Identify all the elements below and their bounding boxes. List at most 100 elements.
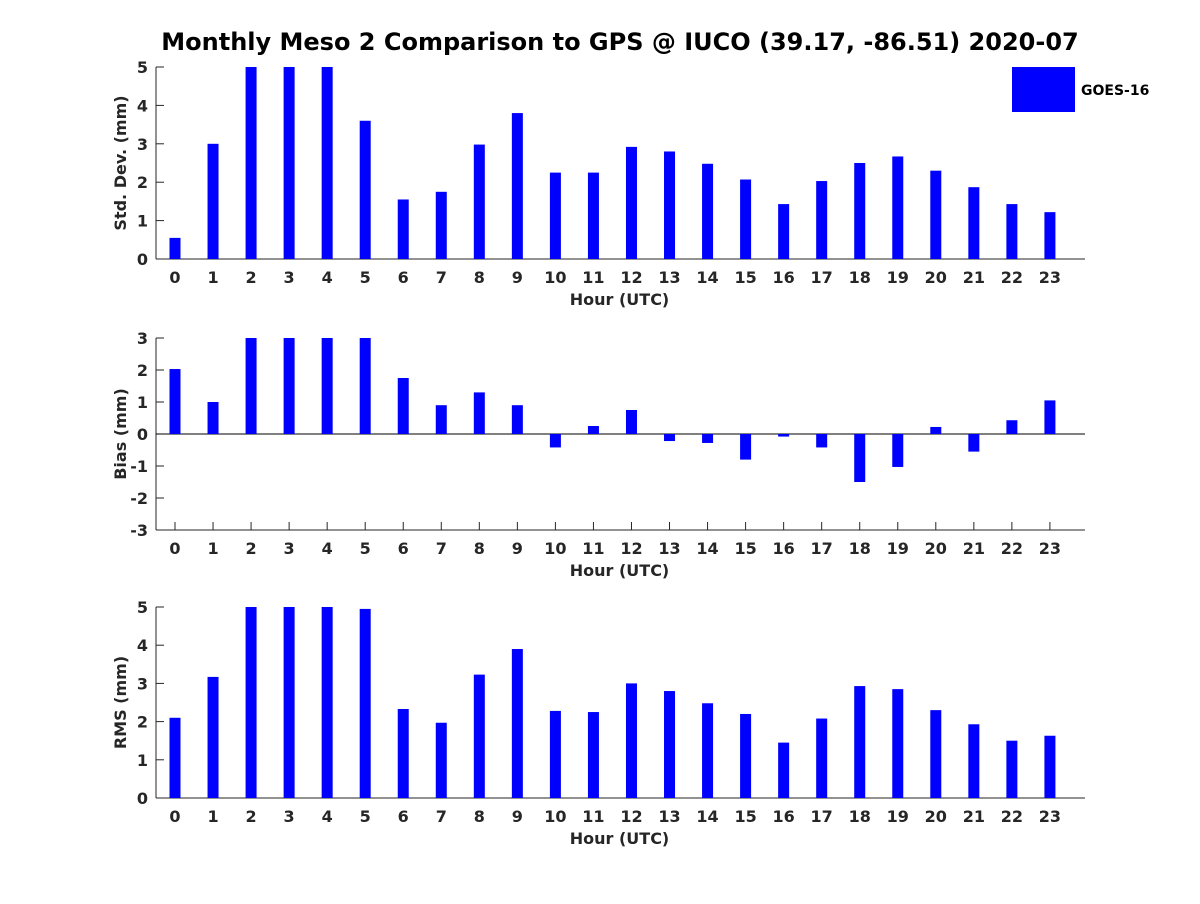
x-tick-label: 21 (963, 539, 985, 558)
bar (625, 146, 637, 259)
bar (321, 67, 333, 259)
bar (169, 717, 181, 798)
x-tick-label: 23 (1039, 807, 1061, 826)
bar (930, 426, 942, 434)
x-tick-label: 10 (544, 268, 566, 287)
y-tick-label: 1 (137, 393, 148, 412)
y-tick-label: 5 (137, 598, 148, 617)
bar (207, 143, 219, 259)
bar (702, 703, 714, 798)
x-tick-label: 19 (887, 268, 909, 287)
x-tick-label: 6 (398, 539, 409, 558)
x-tick-label: 1 (207, 807, 218, 826)
x-axis-label: Hour (UTC) (570, 561, 670, 580)
y-tick-label: 4 (137, 96, 148, 115)
bar (1044, 400, 1056, 434)
x-tick-label: 0 (169, 539, 180, 558)
x-tick-label: 9 (512, 268, 523, 287)
bar (892, 156, 904, 259)
bar (169, 369, 181, 434)
bar (930, 170, 942, 259)
y-tick-label: 1 (137, 212, 148, 231)
x-tick-label: 4 (322, 807, 333, 826)
y-tick-label: 3 (137, 329, 148, 348)
x-tick-label: 15 (734, 268, 756, 287)
bar (473, 144, 485, 259)
bar (435, 191, 447, 259)
legend-label: GOES-16 (1081, 83, 1149, 99)
x-tick-label: 12 (620, 268, 642, 287)
x-tick-label: 13 (658, 268, 680, 287)
x-tick-label: 8 (474, 807, 485, 826)
bar (664, 151, 676, 259)
x-tick-label: 17 (811, 539, 833, 558)
y-tick-label: 2 (137, 173, 148, 192)
bar (283, 67, 295, 259)
x-tick-label: 12 (620, 807, 642, 826)
bar (854, 686, 866, 798)
x-tick-label: 20 (925, 807, 947, 826)
x-tick-label: 5 (360, 268, 371, 287)
x-tick-label: 21 (963, 807, 985, 826)
x-tick-label: 7 (436, 539, 447, 558)
bar (435, 722, 447, 798)
x-tick-label: 15 (734, 807, 756, 826)
bar (245, 338, 257, 434)
y-tick-label: -2 (130, 489, 148, 508)
bar (587, 712, 599, 798)
bar (625, 410, 637, 434)
x-tick-label: 13 (658, 539, 680, 558)
y-tick-label: 4 (137, 636, 148, 655)
x-tick-label: 16 (773, 807, 795, 826)
y-tick-label: 5 (137, 58, 148, 77)
bar (359, 120, 371, 259)
bar (511, 113, 523, 259)
bar (892, 434, 904, 467)
x-tick-label: 17 (811, 807, 833, 826)
bar (207, 402, 219, 434)
x-tick-label: 5 (360, 807, 371, 826)
bar (359, 608, 371, 798)
x-axis-label: Hour (UTC) (570, 829, 670, 848)
y-tick-label: 3 (137, 135, 148, 154)
bar (321, 338, 333, 434)
x-tick-label: 12 (620, 539, 642, 558)
bar (283, 338, 295, 434)
y-tick-label: 2 (137, 361, 148, 380)
x-tick-label: 16 (773, 539, 795, 558)
x-tick-label: 6 (398, 807, 409, 826)
bar (473, 674, 485, 798)
bar (283, 607, 295, 798)
bar (207, 676, 219, 798)
bar (854, 163, 866, 259)
x-tick-label: 16 (773, 268, 795, 287)
bar (549, 434, 561, 448)
x-tick-label: 19 (887, 539, 909, 558)
bar (1006, 420, 1018, 434)
x-tick-label: 3 (284, 807, 295, 826)
bar (968, 434, 980, 452)
bar (892, 689, 904, 798)
bar (397, 378, 409, 434)
bar (359, 338, 371, 434)
x-tick-label: 14 (696, 268, 718, 287)
bar (1044, 735, 1056, 798)
x-tick-label: 14 (696, 807, 718, 826)
x-tick-label: 1 (207, 539, 218, 558)
x-tick-label: 15 (734, 539, 756, 558)
bar (778, 434, 790, 437)
y-tick-label: 0 (137, 250, 148, 269)
y-axis-label: Bias (mm) (111, 388, 130, 480)
bar (473, 392, 485, 434)
bar (511, 405, 523, 434)
x-tick-label: 11 (582, 539, 604, 558)
y-tick-label: 0 (137, 425, 148, 444)
x-tick-label: 0 (169, 268, 180, 287)
x-tick-label: 20 (925, 539, 947, 558)
y-tick-label: 2 (137, 713, 148, 732)
bar (625, 683, 637, 798)
x-tick-label: 18 (849, 807, 871, 826)
bar (740, 713, 752, 798)
bar (397, 708, 409, 798)
x-tick-label: 3 (284, 268, 295, 287)
